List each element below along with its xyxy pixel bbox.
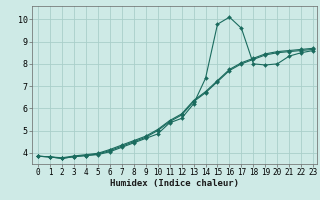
X-axis label: Humidex (Indice chaleur): Humidex (Indice chaleur) (110, 179, 239, 188)
